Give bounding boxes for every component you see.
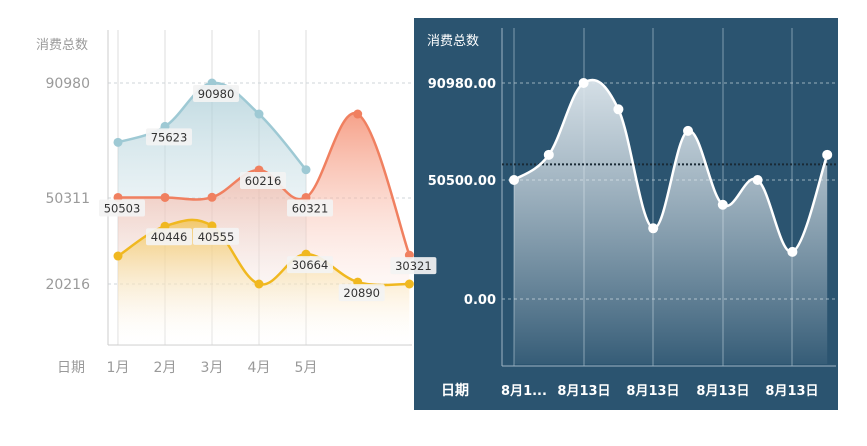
right-y-axis-title: 消费总数 bbox=[427, 34, 479, 49]
right-series-point[interactable] bbox=[578, 78, 589, 88]
right-series-point[interactable] bbox=[613, 104, 624, 115]
data-label-box bbox=[146, 128, 192, 146]
data-label-box bbox=[338, 284, 385, 302]
series-yellow-point[interactable] bbox=[113, 251, 123, 261]
data-label-box bbox=[390, 257, 437, 275]
data-label-box bbox=[193, 85, 239, 102]
data-label: 30321 bbox=[395, 259, 432, 273]
right-x-tick-label: 8月13日 bbox=[557, 384, 610, 399]
series-blue-point[interactable] bbox=[113, 137, 123, 147]
right-y-tick-label: 50500.00 bbox=[428, 174, 496, 189]
left-y-tick-label: 50311 bbox=[45, 191, 90, 207]
right-series-point[interactable] bbox=[648, 223, 659, 234]
right-x-tick-label: 8月13日 bbox=[696, 384, 749, 399]
right-series-point[interactable] bbox=[717, 199, 728, 210]
right-x-axis-title: 日期 bbox=[441, 383, 469, 399]
left-x-axis-title: 日期 bbox=[57, 360, 85, 376]
right-series-point[interactable] bbox=[822, 149, 833, 160]
left-x-tick-label: 4月 bbox=[248, 360, 271, 376]
data-label-box bbox=[99, 199, 145, 217]
right-series-line bbox=[513, 78, 829, 254]
data-label-box bbox=[193, 227, 239, 245]
data-label: 60321 bbox=[292, 201, 329, 215]
right-series-point[interactable] bbox=[509, 175, 519, 185]
right-y-tick-label: 0.00 bbox=[464, 293, 496, 308]
series-red-point[interactable] bbox=[353, 109, 363, 119]
series-yellow-point[interactable] bbox=[254, 279, 264, 289]
data-label: 90980 bbox=[198, 87, 235, 101]
left-y-tick-label: 20216 bbox=[45, 277, 90, 293]
data-label-box bbox=[287, 199, 333, 217]
right-x-tick-label: 8月13日 bbox=[765, 384, 818, 399]
data-label-box bbox=[240, 171, 286, 189]
left-x-tick-label: 5月 bbox=[295, 360, 318, 376]
series-blue-point[interactable] bbox=[301, 165, 311, 175]
right-series-point[interactable] bbox=[752, 175, 763, 185]
data-label: 50503 bbox=[104, 201, 141, 215]
right-x-tick-label: 8月13日 bbox=[626, 384, 679, 399]
series-blue-point[interactable] bbox=[254, 109, 264, 119]
data-label-box bbox=[146, 228, 192, 246]
left-x-tick-label: 3月 bbox=[201, 360, 224, 376]
data-label-box bbox=[287, 256, 333, 274]
right-series-point[interactable] bbox=[543, 149, 554, 160]
right-series-area bbox=[514, 79, 828, 365]
data-label: 60216 bbox=[245, 174, 282, 188]
series-yellow-area bbox=[118, 219, 410, 345]
series-yellow-point[interactable] bbox=[404, 279, 414, 289]
right-y-tick-label: 90980.00 bbox=[428, 77, 496, 92]
left-y-axis-title: 消费总数 bbox=[36, 38, 88, 53]
data-label: 40446 bbox=[151, 230, 188, 244]
data-label: 30664 bbox=[292, 258, 329, 272]
data-label: 40555 bbox=[198, 230, 235, 244]
left-y-tick-label: 90980 bbox=[45, 76, 90, 92]
series-red-point[interactable] bbox=[160, 192, 170, 202]
left-x-tick-label: 2月 bbox=[154, 360, 177, 376]
right-series-point[interactable] bbox=[683, 125, 693, 136]
right-x-tick-label: 8月1... bbox=[501, 384, 547, 399]
left-x-tick-label: 1月 bbox=[107, 360, 130, 376]
data-label: 20890 bbox=[343, 286, 380, 300]
data-label: 75623 bbox=[151, 130, 188, 144]
right-series-point[interactable] bbox=[787, 246, 798, 257]
series-red-point[interactable] bbox=[207, 192, 217, 202]
